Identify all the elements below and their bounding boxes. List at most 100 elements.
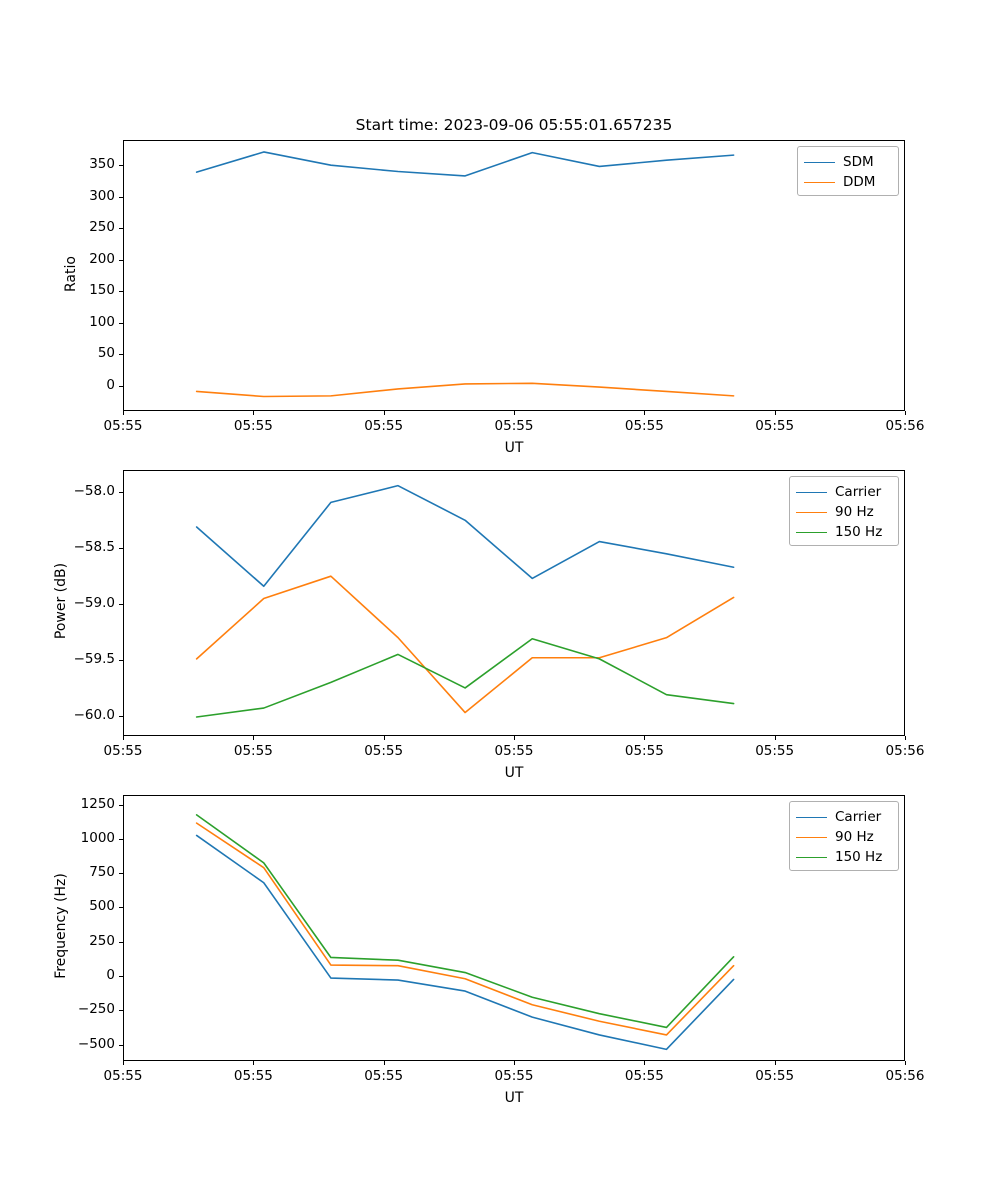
y-tick-label: −58.0: [73, 483, 115, 500]
x-tick-label: 05:55: [103, 1068, 143, 1084]
y-tickmark: [119, 259, 123, 261]
legend-entry: 90 Hz: [796, 502, 891, 522]
panel-ratio-axes-frame: [123, 140, 905, 411]
x-tick-label: 05:56: [885, 418, 925, 434]
legend-label: 90 Hz: [835, 504, 874, 520]
legend-label: 90 Hz: [835, 829, 874, 845]
x-tickmark: [514, 1061, 515, 1065]
series-line-ddm: [195, 382, 735, 398]
y-tickmark: [119, 604, 123, 606]
y-tickmark: [119, 196, 123, 198]
y-tick-label: −60.0: [73, 706, 115, 723]
x-tick-label: 05:56: [885, 743, 925, 759]
y-tickmark: [119, 1044, 123, 1046]
x-tick-label: 05:55: [624, 743, 664, 759]
x-tick-label: 05:55: [233, 1068, 273, 1084]
y-tick-label: 500: [89, 898, 115, 915]
legend-entry: DDM: [804, 172, 891, 192]
y-tick-label: 350: [89, 156, 115, 173]
x-tick-label: 05:55: [364, 1068, 404, 1084]
y-tick-label: −58.5: [73, 539, 115, 556]
y-tickmark: [119, 975, 123, 977]
panel-frequency-axes-frame: [123, 795, 905, 1061]
y-tickmark: [119, 291, 123, 293]
x-tick-label: 05:55: [364, 418, 404, 434]
x-tick-label: 05:55: [624, 1068, 664, 1084]
legend-swatch-90-hz: [796, 511, 827, 513]
legend-entry: SDM: [804, 152, 891, 172]
y-tick-label: 100: [89, 313, 115, 330]
x-tickmark: [383, 411, 385, 415]
x-tickmark: [644, 736, 646, 740]
x-tickmark: [905, 1061, 906, 1065]
legend-label: SDM: [843, 154, 874, 170]
y-tick-label: 0: [106, 966, 115, 983]
legend-entry: 150 Hz: [796, 522, 891, 542]
legend-swatch-sdm: [804, 161, 835, 163]
x-tick-label: 05:55: [233, 743, 273, 759]
x-tickmark: [644, 1061, 646, 1065]
y-tickmark: [119, 838, 123, 840]
x-tickmark: [514, 736, 515, 740]
y-tickmark: [119, 1010, 123, 1012]
x-tickmark: [123, 736, 124, 740]
y-tick-label: 300: [89, 187, 115, 204]
x-tickmark: [905, 411, 906, 415]
x-tick-label: 05:55: [364, 743, 404, 759]
y-tick-label: 750: [89, 864, 115, 881]
y-tick-label: −59.5: [73, 651, 115, 667]
y-tickmark: [119, 660, 123, 661]
x-tickmark: [905, 736, 906, 740]
y-tick-label: 150: [89, 282, 115, 299]
x-tick-label: 05:55: [494, 1068, 534, 1084]
legend-swatch-carrier: [796, 491, 827, 493]
x-tick-label: 05:55: [624, 418, 664, 434]
x-tick-label: 05:55: [494, 418, 534, 434]
y-tickmark: [119, 165, 123, 167]
x-tick-label: 05:55: [755, 418, 795, 434]
x-tick-label: 05:55: [233, 418, 273, 434]
panel-power-xlabel: UT: [504, 765, 524, 781]
x-tickmark: [774, 411, 776, 415]
x-tick-label: 05:55: [494, 743, 534, 759]
x-tick-label: 05:56: [885, 1068, 925, 1084]
x-tickmark: [774, 1061, 776, 1065]
panel-ratio-xlabel: UT: [504, 440, 524, 456]
y-tickmark: [119, 548, 123, 550]
y-tick-label: −250: [77, 1001, 115, 1018]
series-line-carrier: [195, 834, 735, 1051]
y-tickmark: [119, 354, 123, 356]
y-tickmark: [119, 322, 123, 324]
y-tickmark: [119, 228, 123, 230]
x-tickmark: [253, 1061, 255, 1065]
x-tickmark: [383, 1061, 385, 1065]
x-tickmark: [253, 411, 255, 415]
y-tickmark: [119, 907, 123, 909]
y-tickmark: [119, 385, 123, 387]
series-line-150-hz: [195, 637, 735, 718]
panel-frequency-xlabel: UT: [504, 1090, 524, 1106]
series-line-carrier: [195, 484, 735, 588]
legend-entry: 90 Hz: [796, 827, 891, 847]
series-line-90-hz: [195, 575, 735, 714]
y-tick-label: 1000: [80, 829, 115, 846]
series-line-150-hz: [195, 814, 735, 1029]
y-tick-label: 0: [106, 376, 115, 393]
y-tick-label: 250: [89, 219, 115, 236]
panel-frequency-legend: Carrier 90 Hz 150 Hz: [789, 801, 899, 871]
x-tickmark: [644, 411, 646, 415]
x-tickmark: [123, 411, 124, 415]
y-tick-label: 50: [97, 345, 115, 362]
legend-entry: 150 Hz: [796, 847, 891, 867]
x-tickmark: [774, 736, 776, 740]
legend-label: 150 Hz: [835, 524, 883, 540]
series-line-90-hz: [195, 822, 735, 1036]
legend-label: Carrier: [835, 484, 882, 500]
y-tickmark: [119, 715, 123, 717]
figure-title: Start time: 2023-09-06 05:55:01.657235: [355, 116, 673, 134]
x-tick-label: 05:55: [755, 743, 795, 759]
x-tickmark: [383, 736, 385, 740]
